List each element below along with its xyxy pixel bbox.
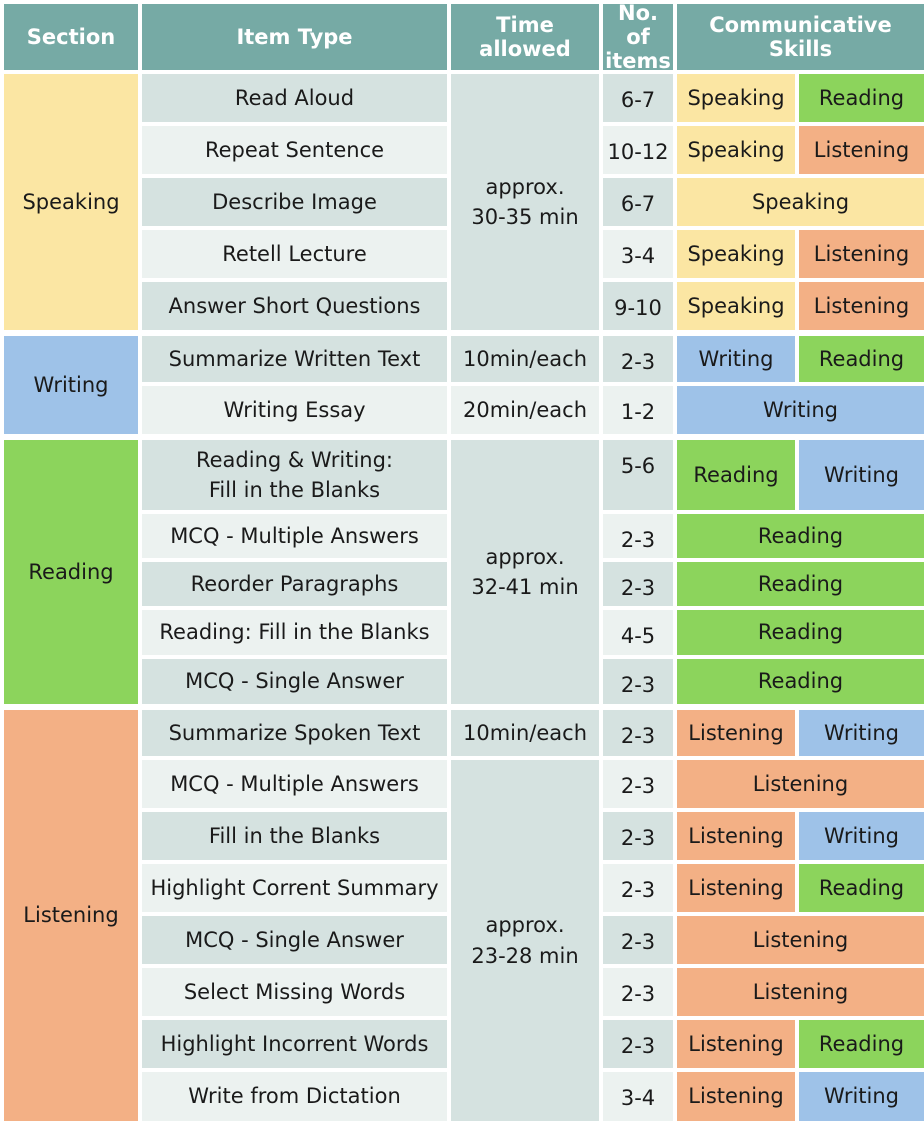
- item-count: 3-4: [603, 230, 673, 278]
- item-type: Fill in the Blanks: [142, 812, 447, 860]
- skill-writing: Writing: [799, 440, 924, 510]
- header-communicative-skills: Communicative Skills: [677, 4, 924, 70]
- item-count: 3-4: [603, 1072, 673, 1121]
- item-count: 1-2: [603, 386, 673, 434]
- item-type: Reading: Fill in the Blanks: [142, 610, 447, 655]
- item-count: 2-3: [603, 864, 673, 912]
- item-count: 2-3: [603, 968, 673, 1016]
- skill-writing: Writing: [677, 386, 924, 434]
- skill-reading: Reading: [677, 440, 795, 510]
- skill-writing: Writing: [799, 1072, 924, 1121]
- skill-speaking: Speaking: [677, 74, 795, 122]
- item-type: Writing Essay: [142, 386, 447, 434]
- item-count: 2-3: [603, 812, 673, 860]
- skill-listening: Listening: [799, 230, 924, 278]
- time-allowed: 20min/each: [451, 386, 599, 434]
- skill-reading: Reading: [677, 562, 924, 606]
- skill-reading: Reading: [677, 610, 924, 655]
- item-type: Repeat Sentence: [142, 126, 447, 174]
- time-allowed: 10min/each: [451, 710, 599, 756]
- item-type: Select Missing Words: [142, 968, 447, 1016]
- skill-listening: Listening: [799, 282, 924, 330]
- time-allowed: approx. 30-35 min: [451, 74, 599, 330]
- skill-writing: Writing: [799, 710, 924, 756]
- item-count: 2-3: [603, 336, 673, 382]
- skill-speaking: Speaking: [677, 126, 795, 174]
- item-type: Summarize Spoken Text: [142, 710, 447, 756]
- item-count: 10-12: [603, 126, 673, 174]
- skill-reading: Reading: [799, 74, 924, 122]
- item-count: 4-5: [603, 610, 673, 655]
- time-allowed: approx. 23-28 min: [451, 760, 599, 1121]
- item-count: 6-7: [603, 178, 673, 226]
- item-type: MCQ - Single Answer: [142, 659, 447, 704]
- skill-reading: Reading: [677, 659, 924, 704]
- item-count: 2-3: [603, 1020, 673, 1068]
- item-type: Reorder Paragraphs: [142, 562, 447, 606]
- item-count: 2-3: [603, 514, 673, 558]
- item-type: Highlight Incorrent Words: [142, 1020, 447, 1068]
- skill-reading: Reading: [799, 1020, 924, 1068]
- item-count: 5-6: [603, 440, 673, 510]
- item-type: Reading & Writing: Fill in the Blanks: [142, 440, 447, 510]
- section-speaking: Speaking: [4, 74, 138, 330]
- item-count: 2-3: [603, 659, 673, 704]
- item-type: Answer Short Questions: [142, 282, 447, 330]
- skill-reading: Reading: [799, 336, 924, 382]
- skill-listening: Listening: [677, 1072, 795, 1121]
- item-type: MCQ - Single Answer: [142, 916, 447, 964]
- item-count: 2-3: [603, 916, 673, 964]
- item-count: 2-3: [603, 562, 673, 606]
- item-type: Write from Dictation: [142, 1072, 447, 1121]
- item-type: MCQ - Multiple Answers: [142, 514, 447, 558]
- skill-speaking: Speaking: [677, 230, 795, 278]
- time-allowed: approx. 32-41 min: [451, 440, 599, 704]
- item-count: 2-3: [603, 710, 673, 756]
- skill-speaking: Speaking: [677, 178, 924, 226]
- skill-writing: Writing: [677, 336, 795, 382]
- item-count: 9-10: [603, 282, 673, 330]
- skill-reading: Reading: [677, 514, 924, 558]
- item-type: Summarize Written Text: [142, 336, 447, 382]
- section-reading: Reading: [4, 440, 138, 704]
- skill-listening: Listening: [677, 968, 924, 1016]
- item-type: Retell Lecture: [142, 230, 447, 278]
- skill-listening: Listening: [677, 1020, 795, 1068]
- skill-writing: Writing: [799, 812, 924, 860]
- section-listening: Listening: [4, 710, 138, 1121]
- item-type: Highlight Corrent Summary: [142, 864, 447, 912]
- header-time-allowed: Time allowed: [451, 4, 599, 70]
- item-type: Describe Image: [142, 178, 447, 226]
- section-writing: Writing: [4, 336, 138, 434]
- header-item-type: Item Type: [142, 4, 447, 70]
- item-count: 2-3: [603, 760, 673, 808]
- skill-reading: Reading: [799, 864, 924, 912]
- header-no-of-items: No. of items: [603, 1, 673, 73]
- skill-listening: Listening: [677, 760, 924, 808]
- skill-listening: Listening: [799, 126, 924, 174]
- skill-listening: Listening: [677, 864, 795, 912]
- skill-listening: Listening: [677, 916, 924, 964]
- skill-listening: Listening: [677, 710, 795, 756]
- item-type: MCQ - Multiple Answers: [142, 760, 447, 808]
- skill-speaking: Speaking: [677, 282, 795, 330]
- item-count: 6-7: [603, 74, 673, 122]
- header-section: Section: [4, 4, 138, 70]
- item-type: Read Aloud: [142, 74, 447, 122]
- time-allowed: 10min/each: [451, 336, 599, 382]
- skill-listening: Listening: [677, 812, 795, 860]
